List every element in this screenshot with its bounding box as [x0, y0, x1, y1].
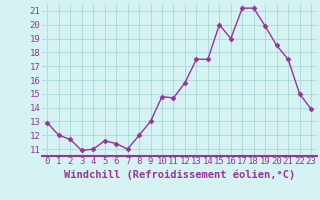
- X-axis label: Windchill (Refroidissement éolien,°C): Windchill (Refroidissement éolien,°C): [64, 169, 295, 180]
